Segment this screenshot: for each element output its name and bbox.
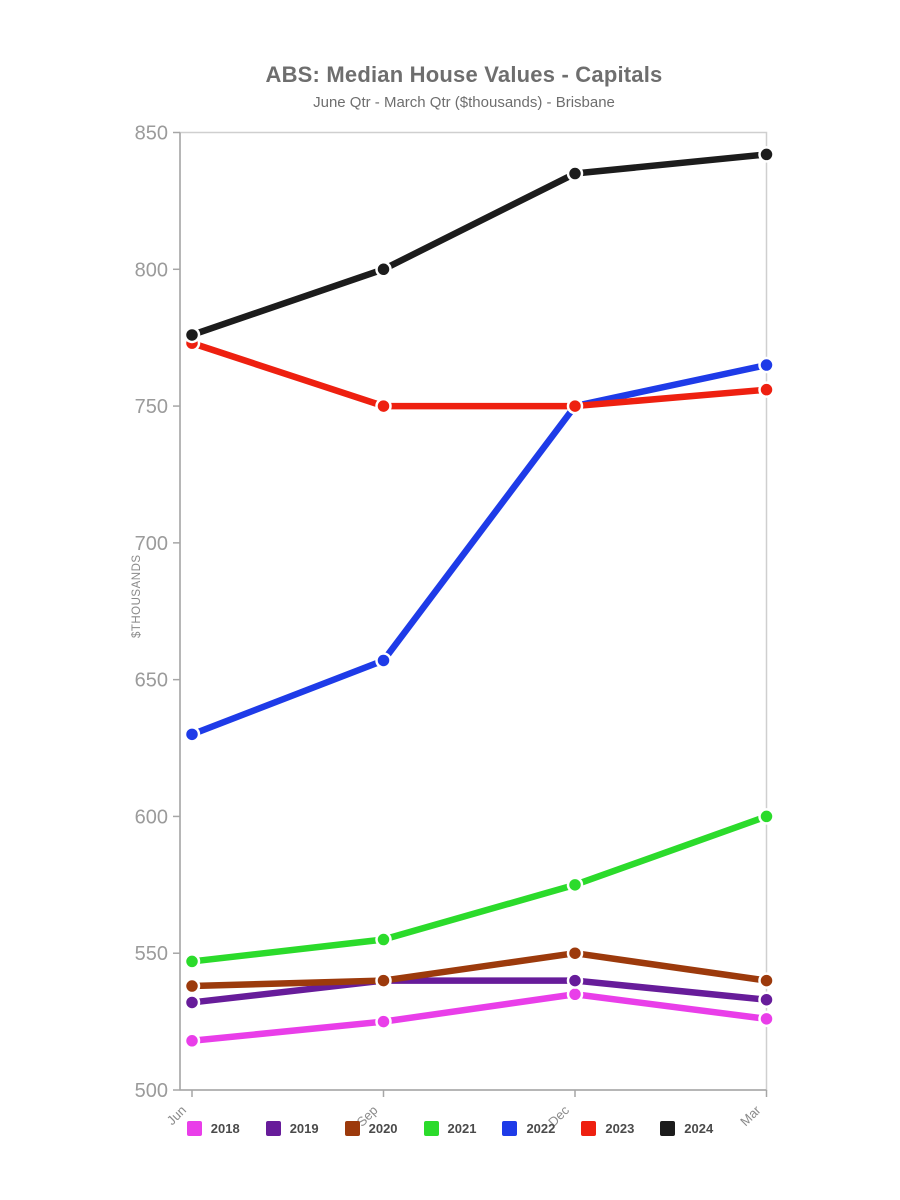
data-point-2023-Sep [375, 397, 392, 415]
data-point-2018-Jun [183, 1032, 201, 1050]
y-axis-title: $THOUSANDS [131, 554, 143, 638]
legend-label-2022: 2022 [526, 1121, 556, 1136]
chart-title: ABS: Median House Values - Capitals [265, 62, 663, 87]
data-point-2019-Jun [183, 994, 201, 1011]
chart-subtitle: June Qtr - March Qtr ($thousands) - Bris… [313, 94, 615, 111]
data-point-2021-Jun [183, 953, 201, 970]
legend-label-2019: 2019 [289, 1121, 319, 1136]
data-point-2020-Mar [758, 972, 775, 989]
series-line-2024 [188, 151, 770, 339]
legend-label-2021: 2021 [447, 1121, 477, 1136]
series-line-2022 [188, 361, 770, 738]
data-point-2020-Sep [375, 972, 392, 989]
legend-swatch-2024 [660, 1121, 676, 1136]
legend-item-2023: 2023 [581, 1121, 634, 1136]
legend-item-2021: 2021 [423, 1121, 477, 1136]
legend-item-2024: 2024 [660, 1121, 713, 1136]
series-line-2019 [188, 977, 770, 1006]
legend-swatch-2019 [265, 1121, 281, 1136]
legend-swatch-2022 [502, 1121, 518, 1136]
y-tick-label: 800 [135, 259, 168, 281]
plot-border [179, 131, 768, 1091]
data-point-2024-Mar [758, 146, 775, 163]
series-line-2020 [188, 949, 770, 990]
data-point-2022-Mar [758, 356, 775, 374]
data-point-2022-Sep [375, 652, 392, 669]
data-point-2019-Mar [758, 991, 775, 1008]
legend-item-2022: 2022 [502, 1121, 555, 1136]
legend-swatch-2020 [344, 1121, 360, 1136]
y-tick-label: 750 [135, 396, 168, 418]
series-line-2023 [188, 339, 770, 410]
data-point-2022-Jun [183, 726, 201, 743]
data-point-2024-Dec [566, 165, 584, 182]
legend-item-2018: 2018 [186, 1121, 240, 1136]
legend-item-2020: 2020 [344, 1121, 398, 1136]
data-point-2018-Dec [566, 986, 584, 1003]
data-point-2024-Jun [183, 326, 201, 344]
legend-label-2024: 2024 [684, 1121, 714, 1136]
data-point-2021-Dec [566, 876, 584, 894]
data-point-2018-Sep [375, 1013, 392, 1030]
y-tick-label: 650 [135, 670, 168, 692]
data-point-2021-Sep [375, 931, 392, 948]
legend-swatch-2023 [581, 1121, 597, 1136]
y-tick-label: 600 [135, 806, 168, 828]
y-tick-label: 500 [135, 1080, 168, 1102]
data-point-2023-Dec [566, 397, 584, 415]
legend-swatch-2018 [186, 1121, 202, 1136]
data-point-2020-Dec [566, 944, 584, 962]
legend-label-2023: 2023 [605, 1121, 635, 1136]
legend-label-2020: 2020 [368, 1121, 398, 1136]
data-point-2023-Mar [758, 381, 775, 398]
series-line-2021 [188, 813, 770, 965]
y-tick-label: 550 [135, 943, 168, 965]
legend-swatch-2021 [423, 1121, 439, 1136]
data-point-2019-Dec [566, 972, 584, 989]
legend-label-2018: 2018 [210, 1121, 240, 1136]
series-line-2018 [188, 991, 770, 1045]
y-tick-label: 700 [135, 533, 168, 555]
legend-item-2019: 2019 [265, 1121, 319, 1136]
y-tick-label: 850 [135, 123, 168, 145]
data-point-2021-Mar [758, 808, 775, 825]
data-point-2024-Sep [375, 261, 392, 278]
chart-legend: 2018 2019 2020 2021 2022 2023 2024 [0, 1121, 900, 1136]
data-point-2020-Jun [183, 977, 201, 995]
data-point-2018-Mar [758, 1010, 775, 1028]
